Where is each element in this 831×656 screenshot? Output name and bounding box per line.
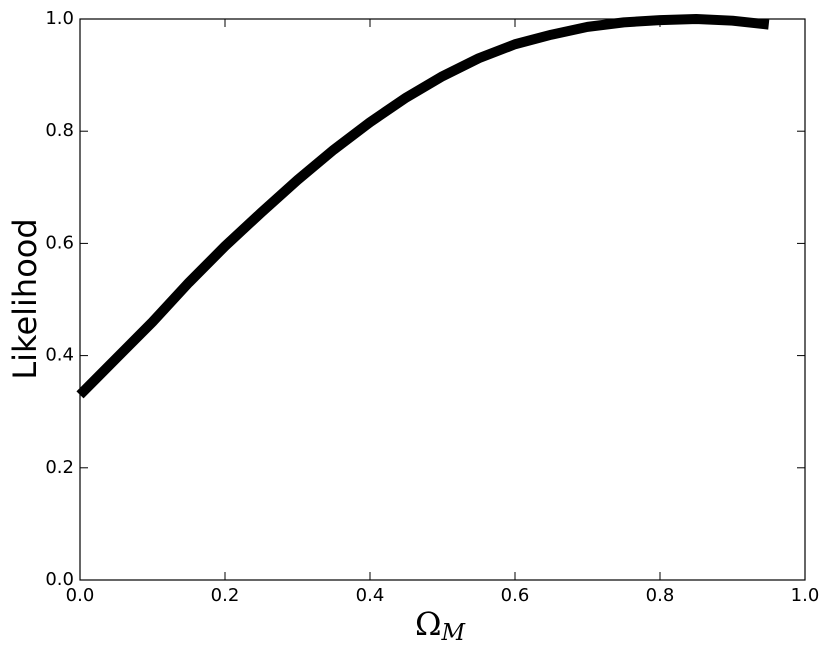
y-tick-label: 0.4 xyxy=(45,345,74,366)
x-axis-label-symbol: Ω xyxy=(415,605,442,643)
line-series xyxy=(76,14,770,399)
plot-frame xyxy=(79,18,806,581)
x-tick-label: 0.6 xyxy=(501,585,530,606)
y-tick-label: 1.0 xyxy=(45,8,74,29)
x-axis-label-subscript: M xyxy=(440,620,466,646)
x-tick-label: 1.0 xyxy=(791,585,820,606)
y-tick-label: 0.2 xyxy=(45,457,74,478)
x-tick-label: 0.2 xyxy=(211,585,240,606)
y-tick-label: 0.6 xyxy=(45,232,74,253)
x-axis-label: ΩM xyxy=(415,605,467,647)
y-axis-label: Likelihood xyxy=(6,218,44,379)
x-tick-label: 0.0 xyxy=(66,585,95,606)
x-tick-label: 0.4 xyxy=(356,585,385,606)
y-tick-label: 0.0 xyxy=(45,569,74,590)
y-tick-label: 0.8 xyxy=(45,120,74,141)
x-tick-label: 0.8 xyxy=(646,585,675,606)
